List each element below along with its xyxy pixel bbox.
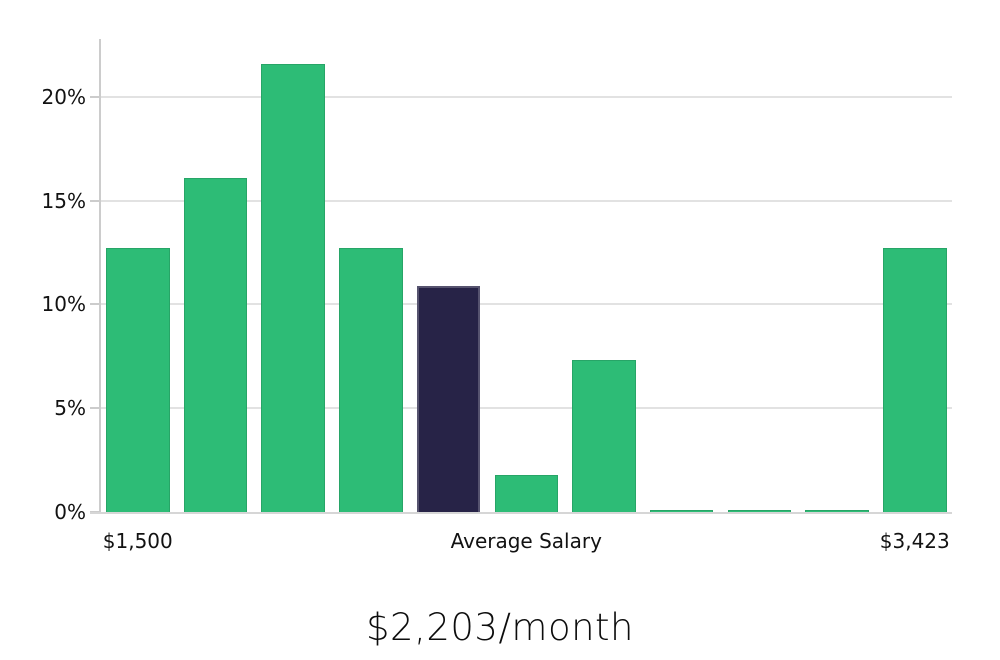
gridline-10% (100, 303, 952, 306)
histogram-bar-2[interactable] (261, 63, 325, 512)
histogram-bar-6[interactable] (572, 360, 636, 512)
histogram-bar-5[interactable] (494, 474, 558, 512)
gridline-5% (100, 407, 952, 410)
y-axis-label-5%: 5% (54, 396, 86, 421)
histogram-bar-8[interactable] (727, 509, 792, 512)
plot-area (100, 39, 952, 512)
y-tick-mark-5% (90, 407, 100, 410)
y-axis-label-0%: 0% (54, 500, 86, 524)
y-axis-label-20%: 20% (41, 84, 86, 109)
histogram-bar-highlight-average[interactable] (416, 285, 481, 512)
histogram-bar-9[interactable] (805, 509, 869, 512)
histogram-bar-3[interactable] (339, 248, 403, 512)
histogram-bar-10[interactable] (883, 248, 947, 512)
y-axis-label-10%: 10% (41, 292, 86, 317)
y-axis-label-15%: 15% (41, 188, 86, 213)
histogram-bar-1[interactable] (183, 177, 248, 512)
x-axis-label-2: $3,423 (879, 529, 950, 553)
histogram-bar-7[interactable] (649, 509, 714, 512)
y-tick-mark-10% (90, 303, 100, 306)
histogram-bar-0[interactable] (106, 248, 170, 512)
x-axis-label-1: Average Salary (450, 529, 602, 553)
x-axis-baseline (90, 512, 952, 514)
y-tick-mark-15% (90, 199, 100, 202)
y-axis-line (99, 39, 101, 514)
y-tick-mark-20% (90, 95, 100, 98)
x-axis-label-0: $1,500 (102, 529, 173, 553)
gridline-20% (100, 95, 952, 98)
gridline-15% (100, 199, 952, 202)
chart-title-average-salary: $2,203/month (365, 606, 635, 649)
